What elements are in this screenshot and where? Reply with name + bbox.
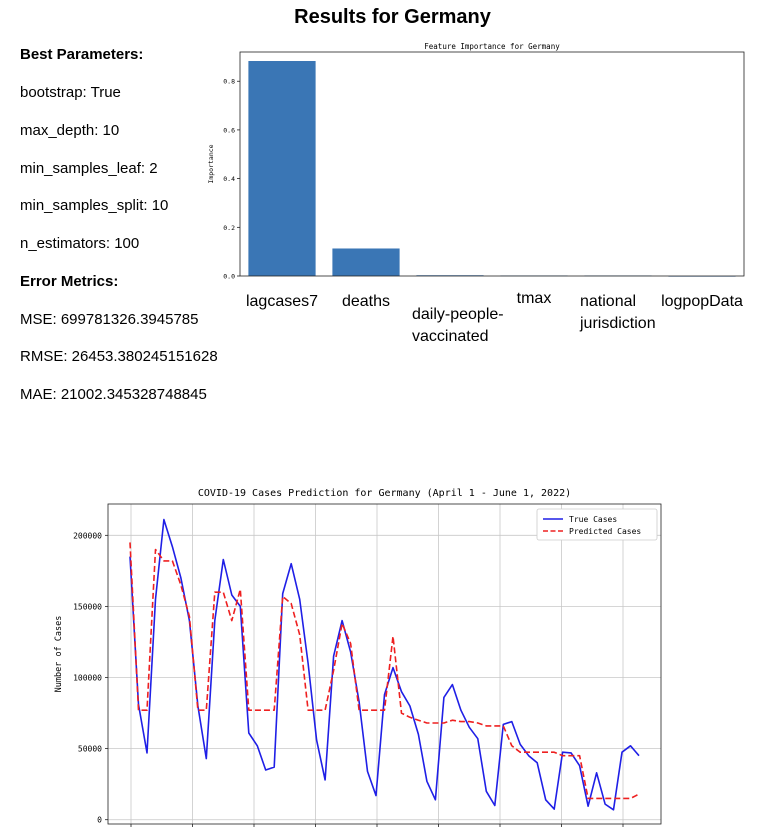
metric-mae: MAE: 21002.345328748845 bbox=[20, 386, 207, 403]
ts-y-tick-label: 200000 bbox=[73, 531, 102, 540]
fi-y-tick-label: 0.0 bbox=[223, 273, 235, 281]
ts-legend-label: Predicted Cases bbox=[569, 527, 641, 536]
cases-prediction-svg: COVID-19 Cases Prediction for Germany (A… bbox=[54, 488, 662, 827]
feature-importance-svg: Feature Importance for Germany Importance… bbox=[207, 42, 745, 281]
ts-y-axis-label: Number of Cases bbox=[54, 616, 64, 693]
feature-importance-chart: Feature Importance for Germany Importance… bbox=[201, 40, 757, 285]
param-min-samples-leaf: min_samples_leaf: 2 bbox=[20, 160, 158, 177]
param-max-depth: max_depth: 10 bbox=[20, 122, 120, 139]
fi-bar-lagcases7 bbox=[248, 61, 316, 276]
fi-y-axis-label: Importance bbox=[207, 144, 215, 183]
fi-category-label: logpopData bbox=[661, 293, 743, 310]
ts-y-tick-label: 150000 bbox=[73, 602, 102, 611]
fi-category-label: tmax bbox=[516, 290, 552, 307]
fi-y-tick-label: 0.4 bbox=[223, 175, 235, 183]
best-parameters-header: Best Parameters: bbox=[20, 46, 144, 63]
fi-bar-deaths bbox=[332, 248, 400, 276]
fi-category-label: daily-people-vaccinated bbox=[412, 306, 504, 345]
fi-y-tick-label: 0.6 bbox=[223, 126, 235, 134]
fi-category-label: lagcases7 bbox=[245, 293, 319, 310]
ts-legend: True Cases Predicted Cases bbox=[536, 508, 658, 541]
fi-y-tick-label: 0.2 bbox=[223, 224, 235, 232]
predicted-cases-line bbox=[129, 542, 640, 800]
ts-y-tick-label: 100000 bbox=[73, 674, 102, 683]
fi-plot-frame bbox=[239, 51, 745, 277]
param-min-samples-split: min_samples_split: 10 bbox=[20, 197, 169, 214]
ts-chart-title: COVID-19 Cases Prediction for Germany (A… bbox=[198, 488, 571, 499]
param-bootstrap: bootstrap: True bbox=[20, 84, 121, 101]
ts-legend-frame bbox=[536, 508, 658, 541]
cases-prediction-chart: COVID-19 Cases Prediction for Germany (A… bbox=[50, 484, 759, 833]
fi-category-label: national jurisdiction bbox=[580, 293, 656, 332]
ts-y-tick-label: 0 bbox=[97, 816, 102, 825]
true-cases-line bbox=[129, 518, 640, 811]
param-n-estimators: n_estimators: 100 bbox=[20, 235, 140, 252]
page-title: Results for Germany bbox=[294, 6, 491, 28]
error-metrics-header: Error Metrics: bbox=[20, 273, 119, 290]
fi-category-label: deaths bbox=[341, 293, 391, 310]
fi-y-tick-label: 0.8 bbox=[223, 78, 235, 86]
ts-y-tick-label: 50000 bbox=[78, 745, 102, 754]
ts-plot-frame bbox=[107, 503, 662, 825]
fi-chart-title: Feature Importance for Germany bbox=[424, 42, 560, 51]
metric-mse: MSE: 699781326.3945785 bbox=[20, 311, 199, 328]
ts-legend-label: True Cases bbox=[569, 515, 617, 524]
metric-rmse: RMSE: 26453.380245151628 bbox=[20, 348, 218, 365]
